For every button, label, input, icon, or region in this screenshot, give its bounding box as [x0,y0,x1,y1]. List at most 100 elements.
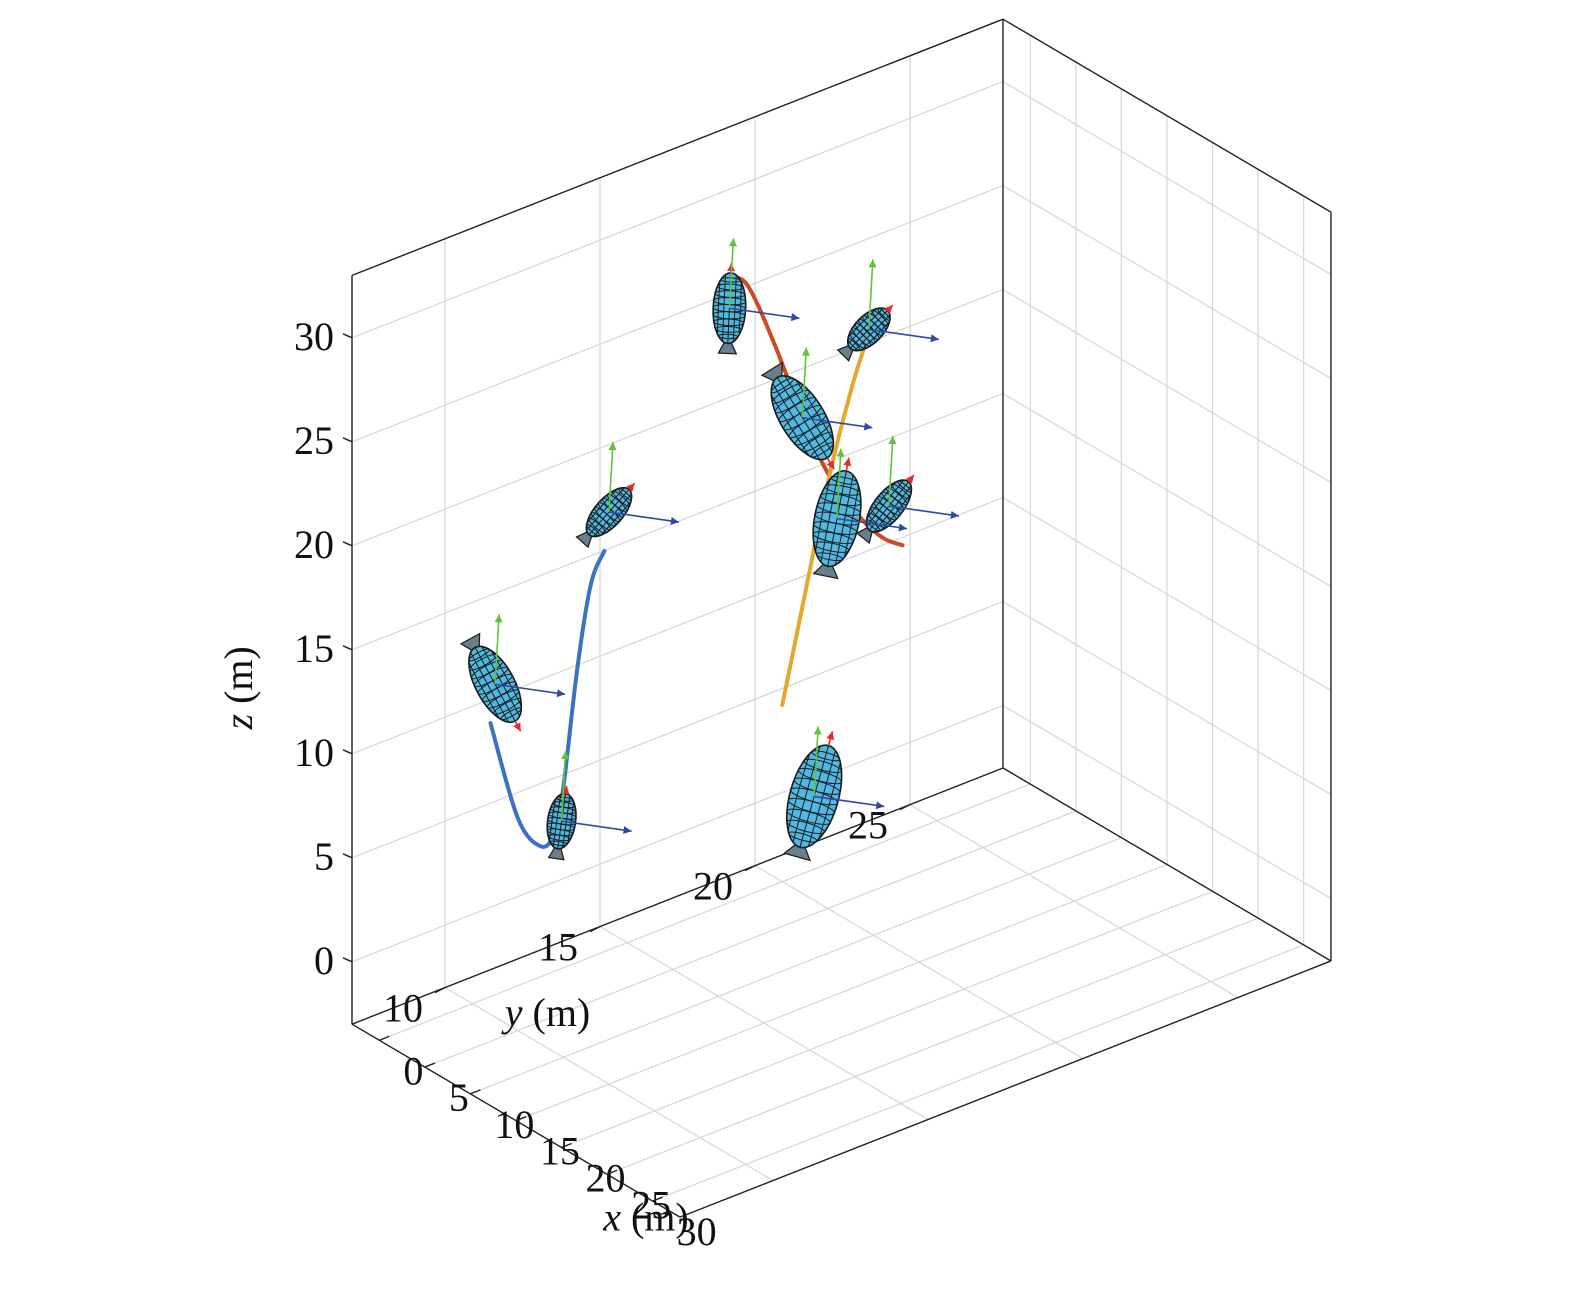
airship-meridian [776,377,828,459]
y-axis-label: y (m) [501,990,591,1035]
x-tick-label: 20 [586,1155,626,1200]
airship-meridian [738,282,742,336]
airship-ring [810,442,834,458]
airship-meridian [481,646,520,717]
airship-meridian [586,487,625,531]
arrow-shaft [494,683,566,696]
airship-x-arrow [513,720,522,732]
z-tick-label: 0 [314,938,334,983]
airship-ring [717,333,739,340]
z-tick-mark [342,541,353,547]
gridline [351,497,1004,755]
arrow-head [843,457,852,467]
airship-4 [459,632,523,724]
airship-y-arrow [608,442,617,513]
arrow-shaft [728,238,735,309]
gridline [351,705,1004,963]
arrow-head [513,722,521,732]
airship-y-arrow [560,751,570,822]
airship-ring [618,487,632,501]
airship-fin [547,839,565,861]
x-tick-mark [379,1035,390,1041]
x-tick-label: 30 [677,1209,717,1254]
gridline [909,804,1239,999]
arrow-head [905,475,914,484]
gridline [1002,185,1332,380]
airship-meridian [549,799,556,841]
airship-meridian [474,647,516,722]
y-axis-var: y [501,990,523,1035]
airship-ring [486,689,520,709]
airship-x-arrow [626,482,636,492]
arrow-head [863,422,873,431]
arrow-head [875,801,885,810]
airship-ring [606,493,628,513]
y-axis-unit: (m) [523,990,591,1035]
arrow-head [898,523,907,532]
z-tick-mark [342,437,353,443]
airship-ring [587,517,606,534]
airship-meridian [866,481,897,519]
arrow-head [930,334,939,343]
z-tick-label: 20 [294,522,334,567]
x-tick-label: 5 [449,1075,469,1120]
z-tick-mark [342,749,353,755]
arrow-head [561,751,570,760]
arrow-shaft [814,795,885,808]
airship-z-arrow [802,416,873,431]
airship-ring [854,322,876,344]
airship-z-arrow [561,820,632,834]
y-tick-mark [744,864,756,872]
arrow-shaft [729,307,800,320]
gridline [1002,289,1332,484]
x-axis-var: x [602,1195,621,1240]
x-tick-mark [606,1169,618,1175]
z-tick-label: 10 [294,730,334,775]
gridline [754,865,1084,1060]
airship-ring [586,523,600,537]
airship-meridian [557,793,567,849]
arrow-head [801,347,810,356]
airship-z-arrow [814,795,885,810]
airship-fin [717,334,738,355]
airship-z-arrow [868,328,939,343]
airship-y-arrow [836,448,845,519]
airship-meridian [787,753,810,831]
airship-ring [851,327,872,347]
gridline [470,837,1122,1095]
arrow-shaft [868,259,874,330]
y-tick-mark [899,803,911,811]
x-tick-label: 0 [403,1048,423,1093]
z-tick-label: 15 [294,626,334,671]
arrow-shaft [608,442,614,513]
x-tick-mark [424,1062,436,1068]
z-tick-mark [342,333,353,339]
z-tick-mark [342,853,353,859]
airship-ring [549,840,568,846]
arrow-head [790,313,800,322]
airship-y-arrow [728,238,737,309]
z-tick-label: 30 [294,314,334,359]
y-tick-label: 25 [848,803,888,848]
airship-z-arrow [494,683,566,698]
gridline [599,926,929,1121]
x-tick-mark [470,1089,481,1095]
airship-meridian [861,321,890,351]
arrow-shaft [888,435,894,507]
arrow-shaft [868,328,939,341]
airship-ring [871,309,889,327]
airship-x-arrow [826,457,835,470]
airship-meridian [873,485,912,533]
airship-x-arrow [826,731,835,746]
z-tick-mark [342,645,353,651]
z-axis-unit: (m) [216,646,261,714]
arrow-head [826,460,835,470]
arrow-head [494,614,503,623]
gridline [515,863,1168,1122]
arrow-head [826,731,835,741]
y-tick-label: 10 [383,986,423,1031]
airship-ring [815,552,844,562]
z-tick-label: 25 [294,418,334,463]
gridline [351,185,1004,443]
